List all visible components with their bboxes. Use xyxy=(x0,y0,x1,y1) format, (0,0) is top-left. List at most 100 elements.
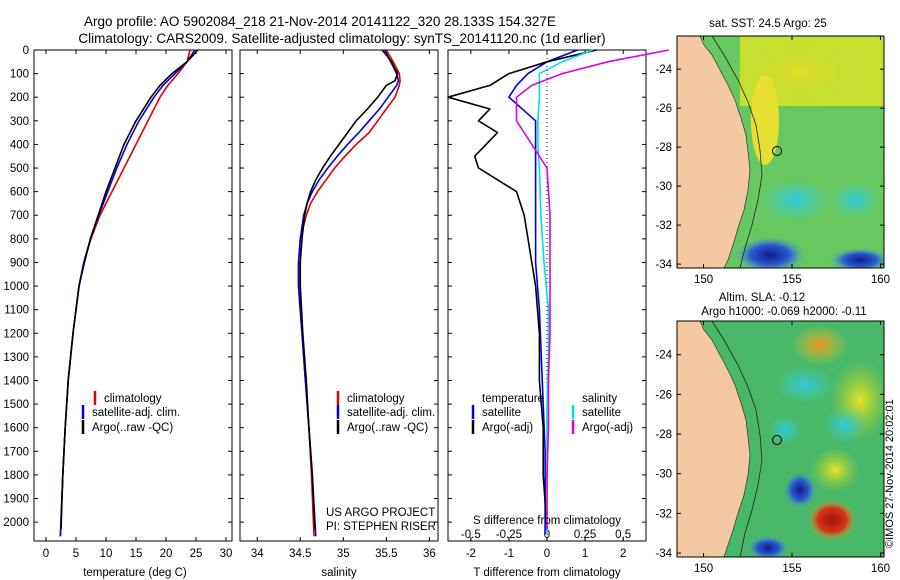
map-y-tick-label: -34 xyxy=(655,259,672,271)
x-tick-label: 35 xyxy=(337,548,350,560)
y-tick-label: 1800 xyxy=(3,470,29,482)
map-x-tick-label: 160 xyxy=(871,274,890,286)
sla-land-australia xyxy=(677,321,751,557)
temperature-plot: 0100200300400500600700800900100011001200… xyxy=(3,45,232,560)
y-tick-label: 1300 xyxy=(3,352,29,364)
difference-plot: -2 -1 0 1 2 -0.5 -0.25 0 0.25 0.5 xyxy=(447,49,669,560)
series-line-t-argo xyxy=(447,49,597,530)
y-tick-label: 400 xyxy=(10,139,29,151)
map-y-tick-label: -32 xyxy=(655,508,672,520)
series-line-argo xyxy=(60,49,199,530)
y-tick-label: 800 xyxy=(10,234,29,246)
x-tick-label: -1 xyxy=(504,548,514,560)
y-tick-label: 1000 xyxy=(3,281,29,293)
y-tick-label: 2000 xyxy=(3,517,29,529)
salinity-legend: climatology satellite-adj. clim. Argo(..… xyxy=(336,391,435,434)
map-y-tick-label: -30 xyxy=(655,181,672,193)
legend-satellite-label: satellite-adj. clim. xyxy=(92,407,180,419)
t-difference-axis-label: T difference from climatology xyxy=(473,567,620,579)
series-line-s-satellite xyxy=(537,49,593,534)
x-tick-label: 34.5 xyxy=(289,548,311,560)
sla-shelf-contour xyxy=(711,321,763,557)
sst-cool-patch-2 xyxy=(830,182,880,218)
y-tick-label: 1700 xyxy=(3,446,29,458)
x-tick-label: 5 xyxy=(73,548,79,560)
map-y-tick-label: -28 xyxy=(655,142,672,154)
series-line-argo xyxy=(299,49,399,530)
sst-cold-south xyxy=(735,237,805,268)
series-line-climatology xyxy=(297,49,401,537)
temperature-panel-frame xyxy=(33,49,233,542)
map-y-tick-label: -24 xyxy=(655,350,672,362)
x-tick-label: -2 xyxy=(466,548,476,560)
salinity-panel-frame xyxy=(239,49,439,542)
x2-tick-label: 0.25 xyxy=(574,529,596,541)
y-tick-label: 1600 xyxy=(3,423,29,435)
sla-map-title-line2: Argo h1000: -0.069 h2000: -0.11 xyxy=(701,306,866,318)
map-x-tick-label: 150 xyxy=(694,563,713,575)
sla-yellow-mid xyxy=(810,448,860,492)
map-y-tick-label: -24 xyxy=(655,64,672,76)
legend-t-argo-label: Argo(-adj) xyxy=(482,422,533,434)
s-difference-axis-label: S difference from climatology xyxy=(473,515,621,527)
x-tick-label: 15 xyxy=(130,548,143,560)
x-tick-label: 20 xyxy=(160,548,173,560)
temperature-legend: climatology satellite-adj. clim. Argo(..… xyxy=(81,391,180,434)
y-tick-label: 200 xyxy=(10,92,29,104)
sla-map xyxy=(677,321,884,557)
sst-argo-marker xyxy=(772,146,782,156)
y-tick-label: 900 xyxy=(10,257,29,269)
y-tick-label: 500 xyxy=(10,163,29,175)
y-tick-label: 1400 xyxy=(3,375,29,387)
legend-temperature-title: temperature xyxy=(482,393,544,405)
series-line-satellite-adj-clim- xyxy=(297,49,400,537)
y-tick-label: 700 xyxy=(10,210,29,222)
sst-land-australia xyxy=(677,36,751,268)
sla-low-1 xyxy=(775,367,835,403)
sst-warm-core xyxy=(730,37,870,107)
legend-satellite-label: satellite-adj. clim. xyxy=(347,407,435,419)
x-tick-label: 36 xyxy=(423,548,436,560)
map-y-tick-label: -26 xyxy=(655,389,672,401)
map-x-tick-label: 155 xyxy=(782,274,801,286)
y-tick-label: 600 xyxy=(10,187,29,199)
sla-argo-marker xyxy=(772,435,782,445)
x2-tick-label: -0.25 xyxy=(496,529,522,541)
x-tick-label: 30 xyxy=(220,548,233,560)
map-y-tick-label: -26 xyxy=(655,103,672,115)
sst-shelf-band xyxy=(751,75,779,165)
x-tick-label: 2 xyxy=(620,548,626,560)
sla-map-axes: 150 155 160 -24 -26 -28 -30 -32 -34 xyxy=(655,321,890,575)
sst-map xyxy=(677,36,884,268)
legend-climatology-label: climatology xyxy=(104,393,162,405)
series-line-climatology xyxy=(59,49,191,537)
sst-map-title: sat. SST: 24.5 Argo: 25 xyxy=(709,18,827,30)
salinity-plot: 34 34.5 35 35.5 36 xyxy=(240,49,438,560)
x2-tick-label: 0.5 xyxy=(615,529,631,541)
map-x-tick-label: 160 xyxy=(871,563,890,575)
map-x-tick-label: 150 xyxy=(694,274,713,286)
legend-salinity-title: salinity xyxy=(582,393,617,405)
imos-credit: ©IMOS 27-Nov-2014 20:02:01 xyxy=(884,399,896,548)
x2-tick-label: 0 xyxy=(544,529,550,541)
sst-map-frame xyxy=(676,35,885,269)
temperature-axis-label: temperature (deg C) xyxy=(83,567,187,579)
map-y-tick-label: -32 xyxy=(655,220,672,232)
legend-argo-label: Argo(..raw -QC) xyxy=(92,422,173,434)
sst-map-axes: 150 155 160 -24 -26 -28 -30 -32 -34 xyxy=(655,36,890,286)
y-tick-label: 1500 xyxy=(3,399,29,411)
legend-s-satellite-label: satellite xyxy=(582,407,621,419)
legend-climatology-label: climatology xyxy=(347,393,405,405)
x2-tick-label: -0.5 xyxy=(461,529,481,541)
series-line-satellite-adj-clim- xyxy=(59,49,196,537)
sla-warm-eddy xyxy=(808,500,856,540)
series-line-t-satellite xyxy=(508,49,578,534)
difference-legend: temperature satellite Argo(-adj) salinit… xyxy=(471,393,633,434)
sla-cold-southwest xyxy=(748,536,788,557)
sla-low-2 xyxy=(823,407,867,443)
sst-cold-southeast xyxy=(830,248,884,268)
sla-map-frame xyxy=(676,320,885,558)
map-y-tick-label: -30 xyxy=(655,469,672,481)
x-tick-label: 25 xyxy=(190,548,203,560)
